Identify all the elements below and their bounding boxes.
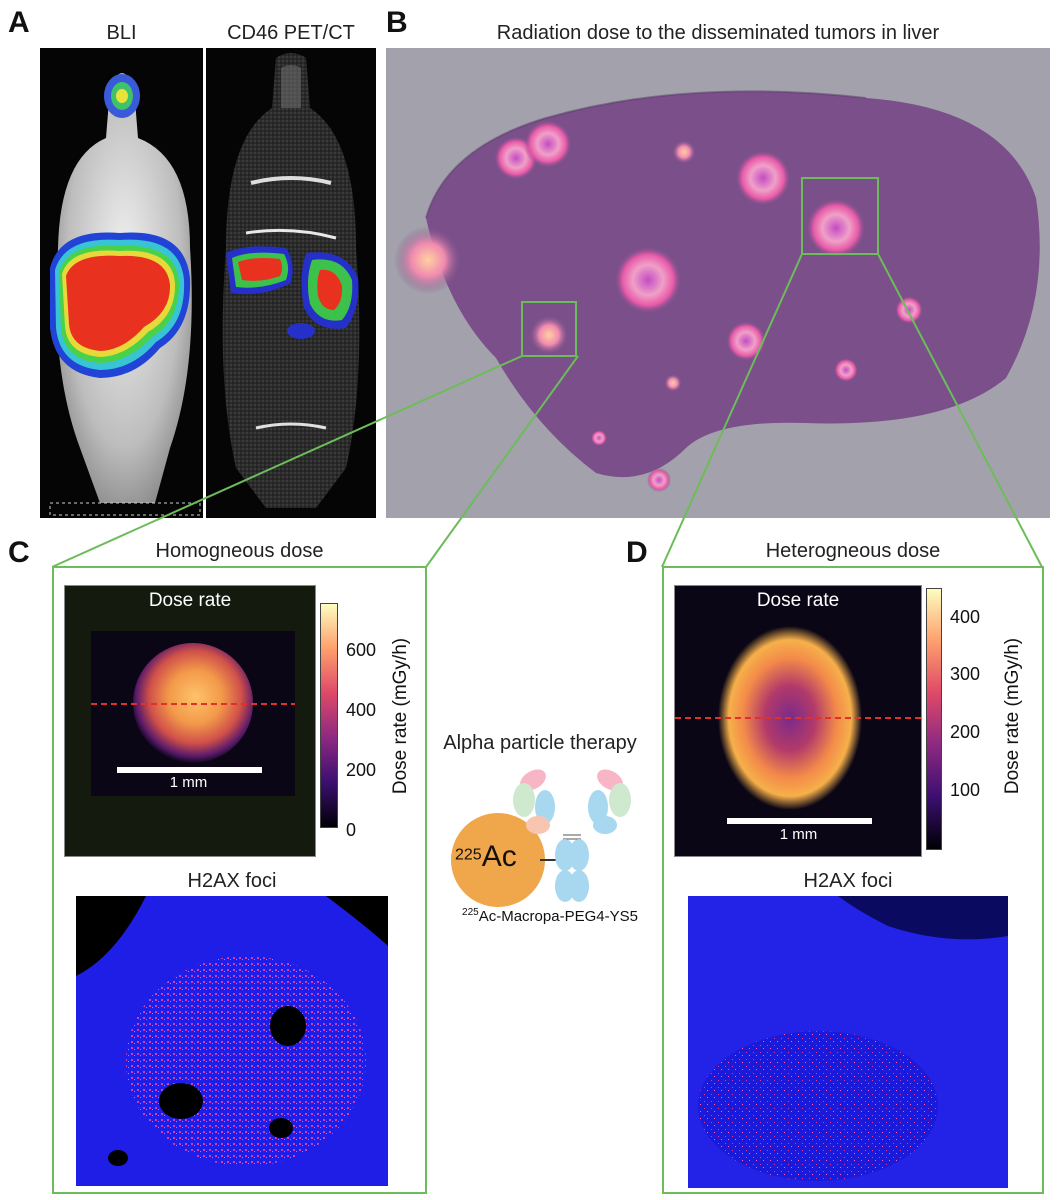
- panel-label-a: A: [8, 6, 30, 39]
- panel-c-heatmap: [64, 585, 316, 857]
- panel-d-colorbar-label: Dose rate (mGy/h): [1002, 637, 1023, 795]
- panel-label-b: B: [386, 6, 408, 39]
- panel-c-heatmap-title: Dose rate: [148, 590, 232, 611]
- panel-d-colorbar: [926, 588, 942, 850]
- ac-isotope-symbol: Ac: [481, 840, 517, 873]
- compound-label: 225Ac-Macropa-PEG4-YS5: [430, 907, 670, 925]
- panel-d-title: Heterogneous dose: [765, 540, 941, 562]
- panel-c-tick-0: 0: [346, 820, 357, 840]
- panel-c-foci-image: [76, 896, 388, 1186]
- panel-c-tick-600: 600: [346, 640, 377, 660]
- panel-d-heatmap: [674, 585, 922, 857]
- panel-label-c: C: [8, 536, 30, 569]
- pet-ct-image: [206, 48, 376, 518]
- panel-d-tick-100: 100: [950, 780, 981, 800]
- panel-c-colorbar: [320, 603, 338, 828]
- panel-c-scale-label: 1 mm: [169, 774, 208, 791]
- ac-isotope-label: 225Ac: [455, 840, 517, 874]
- panel-c-colorbar-label: Dose rate (mGy/h): [390, 637, 411, 795]
- panel-d-tick-400: 400: [950, 607, 981, 627]
- panel-a-title-bli: BLI: [106, 22, 137, 44]
- panel-c-title: Homogneous dose: [155, 540, 324, 562]
- bli-image: [40, 48, 203, 518]
- panel-d-heatmap-title: Dose rate: [756, 590, 840, 611]
- panel-c-tick-400: 400: [346, 700, 377, 720]
- panel-c-frame: [52, 566, 427, 1194]
- panel-d-tick-300: 300: [950, 664, 981, 684]
- panel-a-title-pet: CD46 PET/CT: [227, 22, 355, 44]
- panel-d-tick-200: 200: [950, 722, 981, 742]
- panel-c-tick-200: 200: [346, 760, 377, 780]
- panel-label-d: D: [626, 536, 648, 569]
- antibody-diagram: [440, 765, 660, 915]
- panel-c-foci-title: H2AX foci: [187, 870, 277, 892]
- compound-name: Ac-Macropa-PEG4-YS5: [478, 908, 638, 925]
- panel-d-foci-title: H2AX foci: [803, 870, 893, 892]
- compound-mass: 225: [462, 907, 479, 918]
- center-title: Alpha particle therapy: [443, 732, 637, 754]
- panel-b-title: Radiation dose to the disseminated tumor…: [496, 22, 940, 44]
- panel-d-foci-image: [688, 896, 1008, 1188]
- panel-d-scale-label: 1 mm: [779, 826, 818, 843]
- panel-d-frame: [662, 566, 1044, 1194]
- ac-isotope-mass: 225: [455, 846, 482, 864]
